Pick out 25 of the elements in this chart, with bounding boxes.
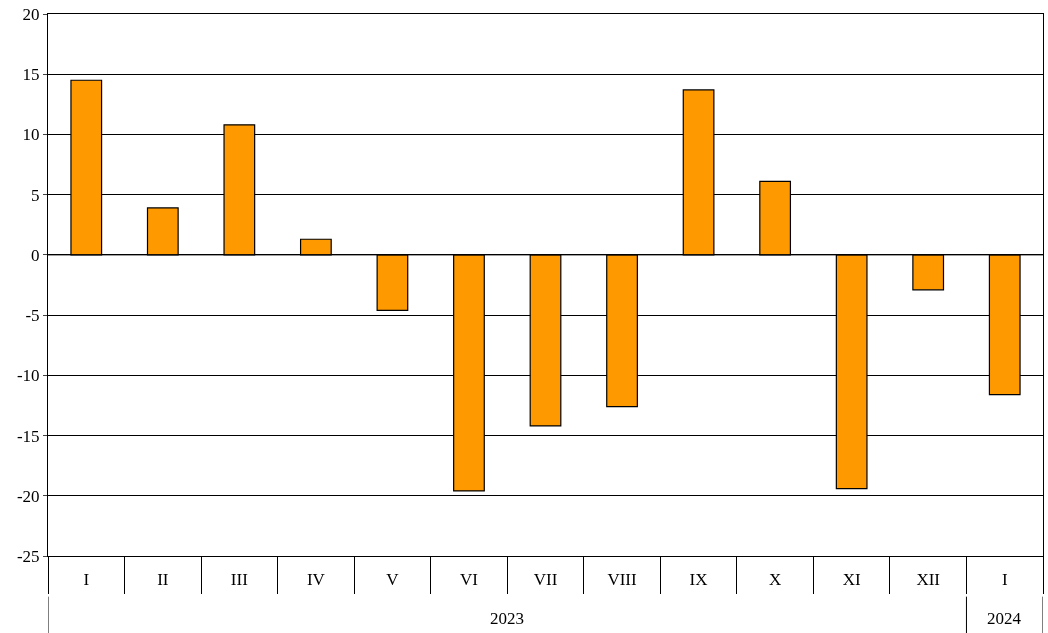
x-tick-label: VIII: [607, 570, 638, 590]
text: 2024: [987, 609, 1022, 628]
x-tick-label: XII: [916, 570, 941, 590]
y-tick-label: 10: [22, 125, 40, 145]
y-tick-label: 5: [31, 185, 40, 205]
x-tick-label: V: [386, 570, 400, 590]
y-tick-label: -25: [16, 546, 40, 566]
x-tick-label: I: [83, 570, 90, 590]
x-tick-label: II: [157, 570, 169, 590]
x-tick-label: III: [230, 570, 249, 590]
y-tick-label: 15: [22, 65, 40, 85]
y-tick-label: -10: [16, 366, 40, 386]
x-tick-label: XI: [842, 570, 861, 590]
y-tick-label: -20: [16, 486, 40, 506]
x-tick-label: VII: [533, 570, 558, 590]
x-tick-label: IX: [689, 570, 708, 590]
x-tick-label: VI: [459, 570, 479, 590]
y-tick-label: -5: [25, 306, 40, 326]
x-tick-label: IV: [306, 570, 326, 590]
x-tick-label: I: [1001, 570, 1008, 590]
y-tick-label: 0: [31, 245, 40, 265]
y-tick-label: 20: [22, 4, 40, 24]
text: 2023: [490, 609, 524, 628]
x-tick-label: X: [768, 570, 782, 590]
y-tick-label: -15: [16, 426, 40, 446]
